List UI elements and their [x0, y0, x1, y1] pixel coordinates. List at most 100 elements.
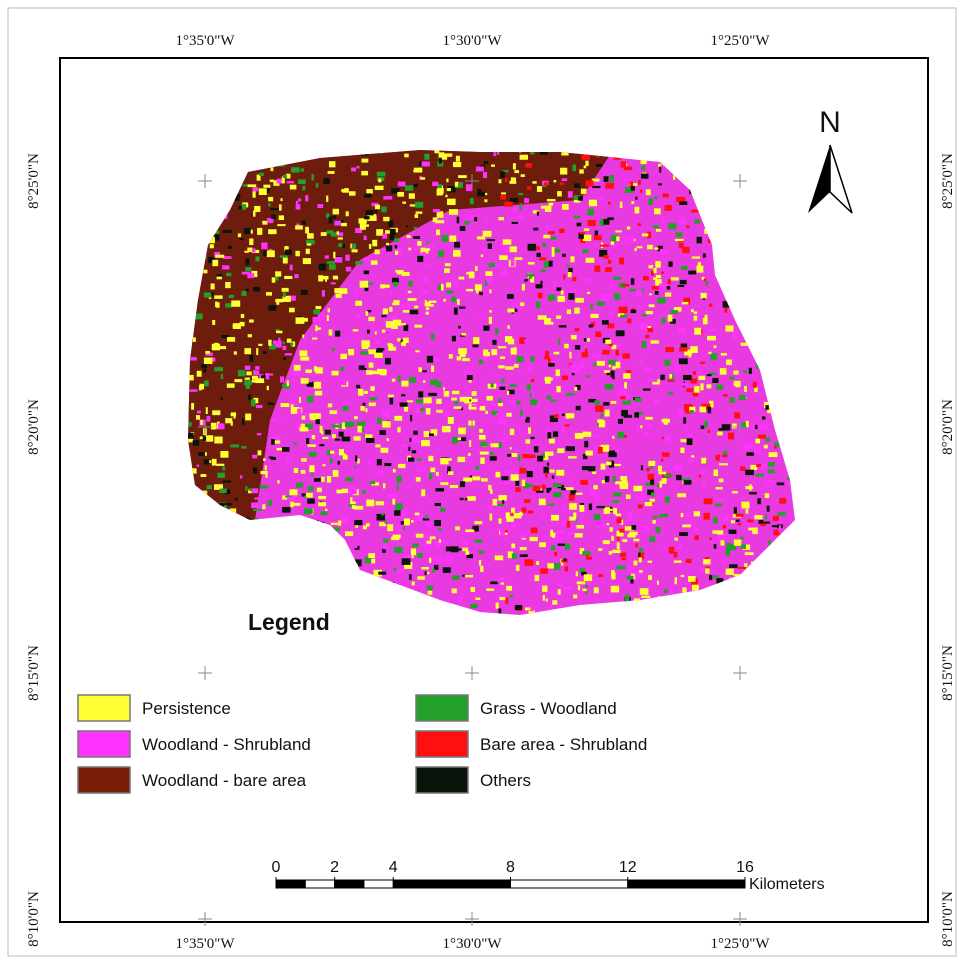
land-cover-patch — [658, 183, 662, 185]
land-cover-patch — [414, 227, 417, 229]
land-cover-patch — [425, 571, 427, 574]
land-cover-patch — [217, 274, 223, 277]
land-cover-patch — [768, 469, 775, 473]
land-cover-patch — [661, 459, 663, 462]
scale-segment — [364, 880, 393, 888]
land-cover-patch — [526, 439, 531, 443]
land-cover-patch — [698, 376, 705, 380]
land-cover-patch — [486, 277, 493, 282]
land-cover-patch — [573, 595, 577, 599]
land-cover-patch — [772, 525, 779, 527]
land-cover-patch — [421, 489, 425, 496]
land-cover-patch — [640, 425, 642, 428]
land-cover-patch — [464, 221, 469, 225]
land-cover-patch — [364, 236, 367, 240]
land-cover-patch — [415, 202, 423, 208]
land-cover-patch — [704, 498, 713, 504]
land-cover-patch — [640, 526, 649, 532]
land-cover-patch — [401, 342, 406, 346]
land-cover-patch — [643, 276, 649, 281]
land-cover-patch — [669, 392, 673, 395]
land-cover-patch — [253, 467, 257, 473]
land-cover-patch — [755, 474, 764, 477]
land-cover-patch — [588, 466, 596, 471]
land-cover-patch — [256, 405, 263, 408]
land-cover-patch — [280, 255, 288, 257]
land-cover-patch — [501, 378, 504, 382]
land-cover-patch — [332, 371, 339, 376]
land-cover-patch — [501, 192, 506, 194]
land-cover-patch — [398, 182, 406, 187]
land-cover-patch — [533, 486, 541, 491]
land-cover-patch — [214, 367, 223, 371]
land-cover-patch — [422, 370, 426, 372]
land-cover-patch — [441, 284, 444, 291]
land-cover-patch — [660, 514, 669, 517]
land-cover-patch — [547, 563, 554, 568]
land-cover-patch — [557, 582, 562, 587]
land-cover-patch — [545, 452, 553, 456]
land-cover-patch — [507, 309, 514, 313]
land-cover-patch — [241, 291, 246, 296]
land-cover-patch — [562, 178, 568, 181]
land-cover-patch — [366, 189, 372, 194]
land-cover-patch — [309, 465, 314, 472]
land-cover-patch — [556, 531, 565, 535]
legend-label: Grass - Woodland — [480, 699, 617, 718]
land-cover-patch — [548, 294, 555, 300]
land-cover-patch — [609, 344, 613, 347]
land-cover-patch — [537, 211, 539, 215]
land-cover-patch — [676, 475, 682, 480]
land-cover-patch — [460, 498, 464, 500]
land-cover-patch — [355, 290, 358, 297]
land-cover-patch — [595, 332, 601, 338]
latitude-label: 8°25'0"N — [940, 153, 956, 209]
land-cover-patch — [395, 503, 402, 510]
land-cover-patch — [615, 230, 621, 232]
land-cover-patch — [484, 352, 490, 356]
land-cover-patch — [580, 232, 585, 234]
land-cover-patch — [415, 350, 419, 352]
land-cover-patch — [594, 587, 599, 593]
land-cover-patch — [394, 547, 402, 553]
land-cover-patch — [263, 458, 265, 461]
land-cover-patch — [497, 578, 504, 582]
land-cover-patch — [197, 411, 201, 414]
land-cover-patch — [404, 554, 411, 559]
land-cover-patch — [598, 548, 602, 551]
land-cover-patch — [652, 520, 655, 524]
land-cover-patch — [584, 441, 588, 448]
land-cover-patch — [468, 453, 471, 456]
land-cover-patch — [453, 162, 461, 167]
land-cover-patch — [434, 565, 438, 570]
land-cover-patch — [466, 215, 473, 220]
land-cover-patch — [200, 420, 202, 425]
land-cover-patch — [524, 279, 527, 281]
land-cover-patch — [294, 442, 297, 445]
land-cover-patch — [496, 602, 499, 608]
land-cover-patch — [566, 413, 575, 418]
land-cover-patch — [307, 233, 314, 239]
land-cover-patch — [768, 462, 775, 466]
land-cover-patch — [539, 542, 546, 547]
land-cover-patch — [422, 161, 430, 166]
land-cover-patch — [502, 500, 504, 504]
land-cover-patch — [245, 258, 249, 265]
land-cover-patch — [609, 311, 613, 317]
land-cover-patch — [769, 452, 778, 457]
land-cover-patch — [438, 528, 442, 530]
land-cover-patch — [545, 351, 549, 357]
land-cover-patch — [700, 407, 706, 413]
land-cover-patch — [422, 252, 426, 256]
land-cover-patch — [755, 425, 758, 429]
land-cover-patch — [277, 480, 279, 483]
land-cover-patch — [488, 263, 495, 267]
land-cover-patch — [637, 246, 643, 248]
land-cover-patch — [642, 314, 647, 316]
land-cover-patch — [433, 209, 440, 212]
land-cover-patch — [749, 443, 755, 449]
land-cover-patch — [744, 386, 747, 392]
land-cover-patch — [282, 346, 286, 350]
land-cover-patch — [193, 337, 196, 342]
land-cover-patch — [589, 325, 593, 328]
